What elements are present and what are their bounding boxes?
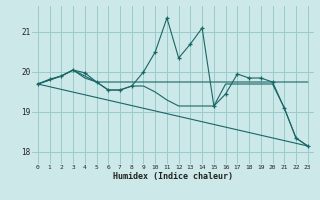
X-axis label: Humidex (Indice chaleur): Humidex (Indice chaleur) <box>113 172 233 181</box>
